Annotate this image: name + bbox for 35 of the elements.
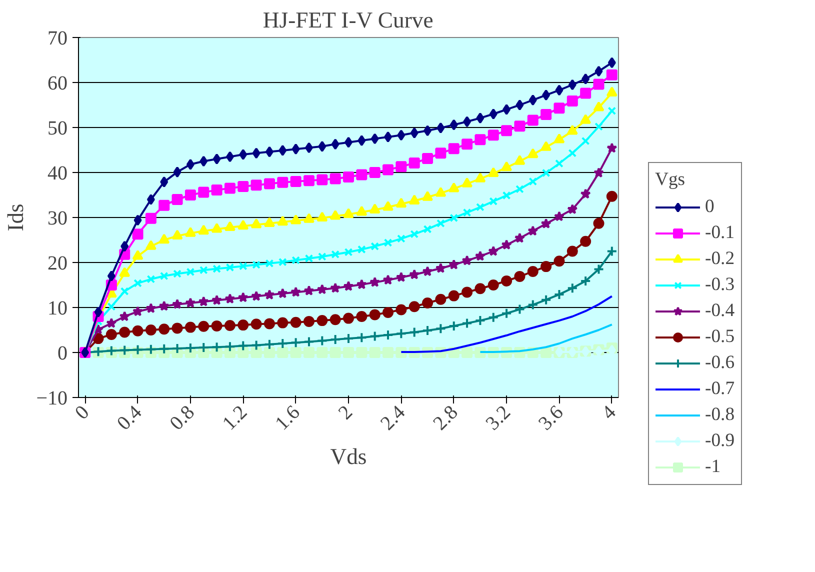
legend-label: 0: [705, 196, 716, 218]
x-axis-title: Vds: [330, 444, 367, 470]
legend-label: -0.6: [705, 352, 735, 374]
x-tick-label: 2: [334, 401, 357, 424]
x-tick-label: 4: [598, 401, 620, 424]
legend-label: -1: [705, 456, 722, 478]
x-tick-label: 0.8: [166, 401, 199, 435]
y-tick-label: −10: [36, 388, 68, 410]
x-tick-label: 3.6: [534, 401, 568, 435]
y-tick-label: 30: [48, 208, 68, 230]
legend-label: -0.2: [705, 248, 735, 270]
y-tick-label: 0: [58, 342, 68, 364]
y-tick-label: 60: [48, 72, 68, 94]
x-tick-label: 2.8: [429, 401, 462, 435]
y-tick-label: 40: [48, 162, 68, 184]
y-tick-label: 20: [48, 252, 68, 274]
x-tick-label: 3.2: [482, 401, 516, 435]
legend-label: -0.1: [705, 222, 735, 244]
legend-label: -0.3: [705, 274, 735, 296]
y-tick-label: 70: [48, 28, 68, 50]
legend-label: -0.4: [705, 300, 735, 322]
legend-label: -0.7: [705, 378, 735, 400]
x-tick-label: 1.6: [271, 401, 304, 435]
chart-title: HJ-FET I-V Curve: [262, 8, 434, 32]
legend-title: Vgs: [655, 169, 686, 191]
y-axis-title: Ids: [3, 204, 28, 232]
legend-label: -0.5: [705, 326, 735, 348]
x-tick-label: 0: [70, 401, 94, 424]
x-tick-label: 1.2: [218, 401, 252, 435]
x-tick-label: 2.4: [376, 401, 410, 435]
legend-label: -0.9: [705, 430, 735, 452]
legend-label: -0.8: [705, 404, 735, 426]
x-tick-label: 0.4: [113, 401, 146, 435]
y-tick-label: 50: [48, 118, 68, 140]
y-tick-label: 10: [48, 298, 68, 320]
